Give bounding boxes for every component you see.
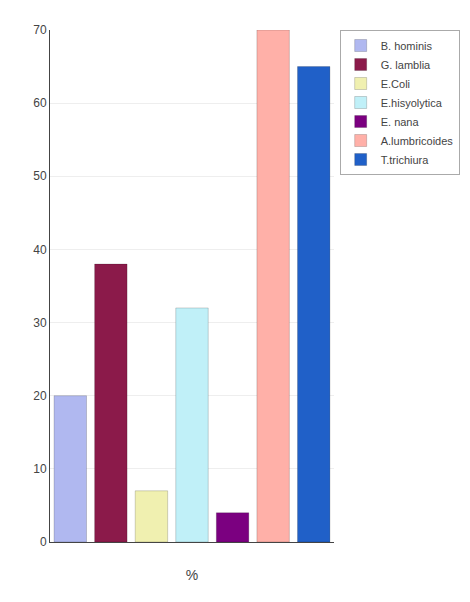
svg-text:20: 20 <box>33 389 47 403</box>
svg-text:G. lamblia: G. lamblia <box>381 59 431 71</box>
svg-text:70: 70 <box>33 23 47 37</box>
svg-text:E.Coli: E.Coli <box>381 78 410 90</box>
svg-text:E.hisyolytica: E.hisyolytica <box>381 97 443 109</box>
svg-text:60: 60 <box>33 96 47 110</box>
svg-text:E. nana: E. nana <box>381 116 420 128</box>
svg-text:%: % <box>186 567 198 583</box>
svg-text:30: 30 <box>33 316 47 330</box>
svg-text:0: 0 <box>40 535 47 549</box>
svg-text:40: 40 <box>33 243 47 257</box>
svg-text:A.lumbricoides: A.lumbricoides <box>381 135 454 147</box>
svg-text:T.trichiura: T.trichiura <box>381 154 430 166</box>
svg-text:10: 10 <box>33 462 47 476</box>
svg-text:B. hominis: B. hominis <box>381 40 433 52</box>
svg-text:50: 50 <box>33 169 47 183</box>
